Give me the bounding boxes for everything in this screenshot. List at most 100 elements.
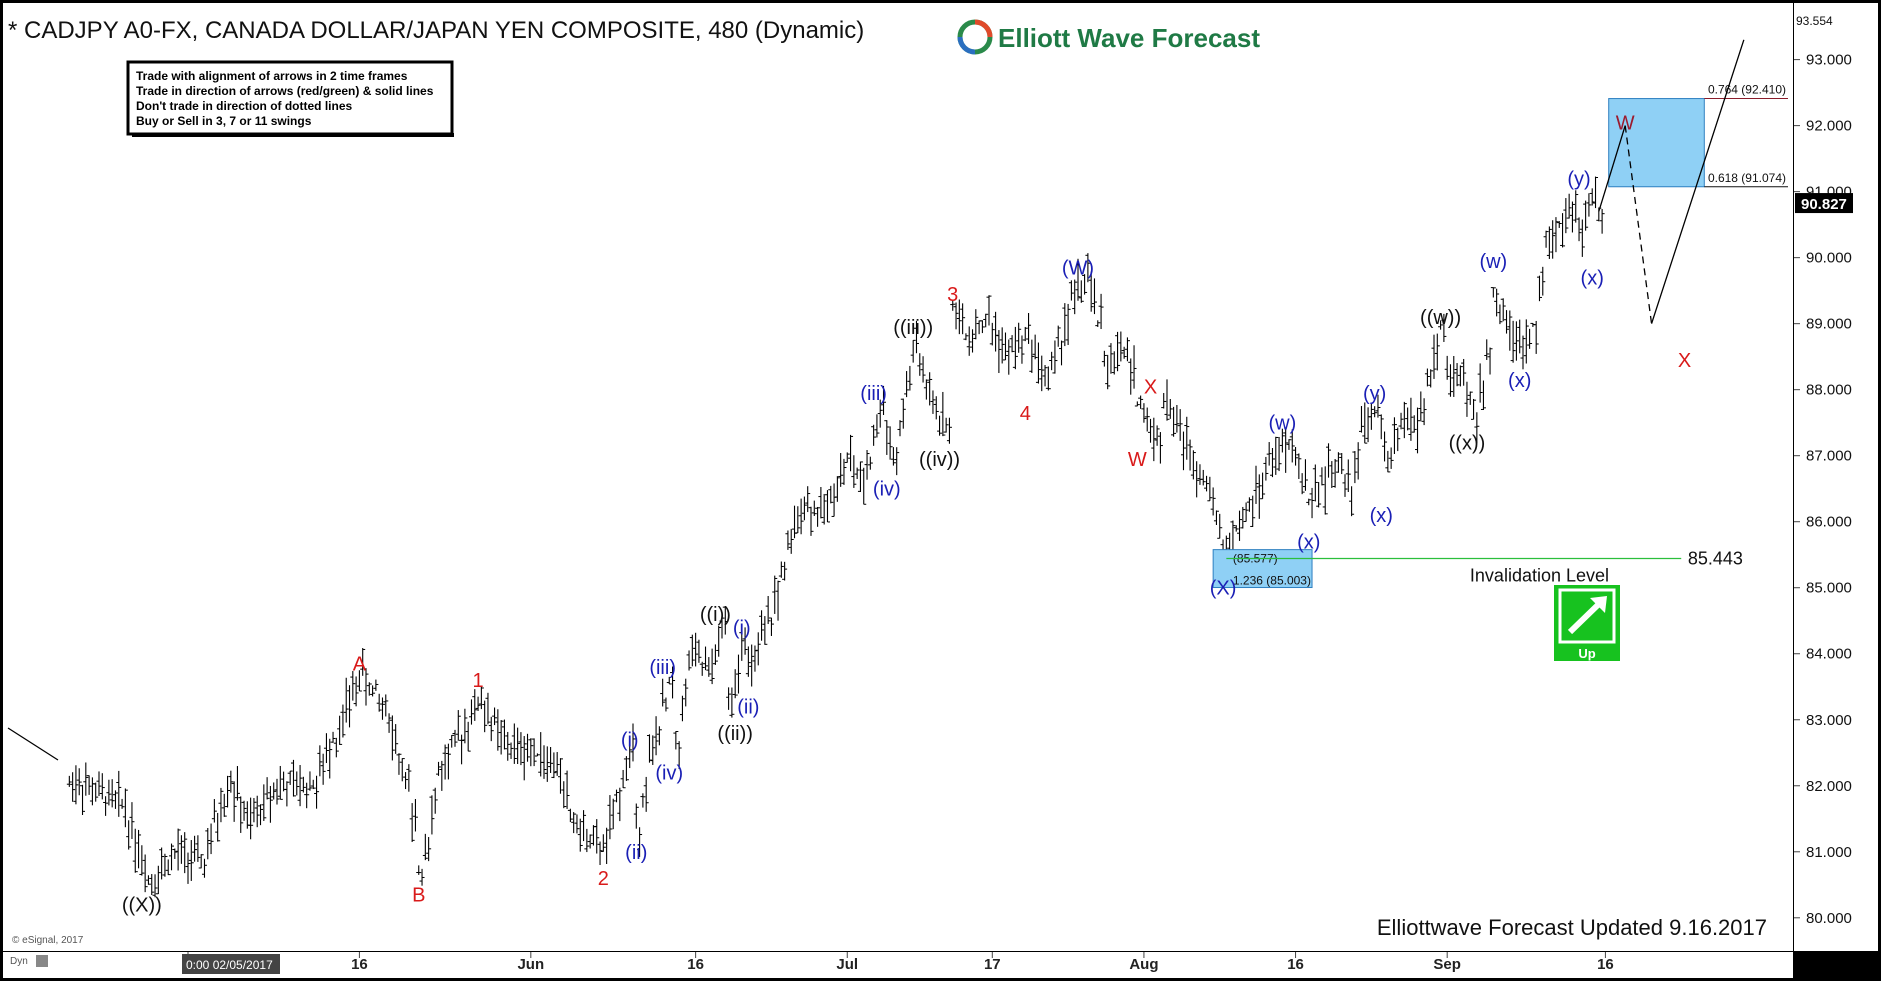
- x-tick-label: 16: [351, 956, 368, 973]
- x-tick-label: Jun: [517, 956, 544, 973]
- trend-badge-inner: [1558, 588, 1616, 644]
- wave-label: ((w)): [1420, 307, 1461, 329]
- up-trend-arrow: Up: [1554, 585, 1620, 661]
- last-price-label: 90.827: [1801, 196, 1847, 213]
- y-tick-label: 88.000: [1806, 382, 1852, 399]
- support-label-bottom: 1.236 (85.003): [1233, 574, 1311, 588]
- wave-label: ((ii)): [717, 723, 753, 745]
- logo-arc-red-icon: [974, 19, 993, 38]
- wave-label: ((iv)): [919, 449, 960, 471]
- wave-label: (ii): [625, 842, 647, 864]
- wave-label: 1: [473, 670, 484, 692]
- fib-label-0618: 0.618 (91.074): [1708, 171, 1786, 185]
- y-tick-label: 92.000: [1806, 118, 1852, 135]
- wave-label: ((X)): [122, 895, 162, 917]
- wave-label: ((i)): [700, 604, 731, 626]
- price-bars: [66, 176, 1605, 898]
- wave-label: ((iii)): [893, 317, 933, 339]
- fib-label-0764: 0.764 (92.410): [1708, 83, 1786, 97]
- y-tick-label: 80.000: [1806, 910, 1852, 927]
- projection-up: [1650, 39, 1745, 324]
- rules-box: Trade with alignment of arrows in 2 time…: [126, 60, 454, 137]
- rules-box-frame: [126, 60, 454, 136]
- wave-label: (iv): [655, 763, 683, 785]
- scroll-toggle-icon[interactable]: [36, 955, 48, 967]
- wave-label: B: [412, 885, 425, 907]
- projection-solid: [1598, 125, 1626, 212]
- y-tick-label: 90.000: [1806, 250, 1852, 267]
- wave-label: (y): [1567, 168, 1590, 190]
- wave-label: (iv): [873, 479, 901, 501]
- x-tick-label: Jul: [836, 956, 858, 973]
- updated-note: Elliottwave Forecast Updated 9.16.2017: [1377, 915, 1767, 940]
- target-zone: [1608, 98, 1705, 188]
- wave-label: (x): [1297, 532, 1320, 554]
- wave-label: (i): [621, 730, 639, 752]
- trend-label: Up: [1578, 646, 1595, 661]
- prior-trendline: [7, 727, 59, 761]
- brand-logo: Elliott Wave Forecast: [957, 19, 1260, 55]
- trend-badge: [1554, 585, 1620, 661]
- wave-labels: ((X))AB12(i)(ii)(iii)(iv)((i))(i)(ii)((i…: [122, 112, 1691, 916]
- rule-line: Buy or Sell in 3, 7 or 11 swings: [136, 114, 312, 128]
- logo-arc-blue-icon: [957, 36, 976, 55]
- x-tick-label: Aug: [1129, 956, 1158, 973]
- wave-label: X: [1144, 376, 1157, 398]
- arrow-head-icon: [1590, 596, 1607, 613]
- fib-zones: 0.764 (92.410)0.618 (91.074)(85.577)1.23…: [1212, 39, 1788, 589]
- rules-box-shadow: [132, 133, 454, 137]
- wave-label: (x): [1581, 267, 1604, 289]
- y-tick-label: 93.000: [1806, 52, 1852, 69]
- x-cursor-box: [182, 954, 280, 974]
- time-axis-panel: [3, 952, 1793, 978]
- projection-dashed: [1624, 125, 1653, 324]
- plot-area[interactable]: [3, 3, 1793, 951]
- wave-label: (iii): [860, 383, 887, 405]
- wave-label: (w): [1479, 251, 1507, 273]
- y-tick-label: 86.000: [1806, 514, 1852, 531]
- invalidation-value: 85.443: [1688, 548, 1743, 568]
- wave-label: (w): [1268, 413, 1296, 435]
- x-tick-label: 16: [1597, 956, 1614, 973]
- rule-line: Trade with alignment of arrows in 2 time…: [136, 69, 408, 83]
- x-cursor-label: 0:00 02/05/2017: [186, 958, 273, 972]
- wave-label: (ii): [737, 697, 759, 719]
- wave-label: 4: [1020, 403, 1031, 425]
- support-zone: [1212, 549, 1313, 589]
- wave-label: (iii): [649, 657, 676, 679]
- wave-label: 3: [947, 284, 958, 306]
- y-tick-label: 84.000: [1806, 646, 1852, 663]
- y-top-label: 93.554: [1796, 14, 1833, 28]
- wave-label: W: [1616, 112, 1635, 134]
- x-tick-label: 16: [687, 956, 704, 973]
- y-tick-label: 81.000: [1806, 844, 1852, 861]
- wave-label: (x): [1370, 505, 1393, 527]
- rule-line: Trade in direction of arrows (red/green)…: [136, 84, 434, 98]
- last-price-tag: [1795, 193, 1853, 214]
- y-tick-label: 87.000: [1806, 448, 1852, 465]
- wave-label: 2: [598, 868, 609, 890]
- wave-label: (x): [1508, 370, 1531, 392]
- wave-label: (i): [733, 617, 751, 639]
- y-tick-label: 89.000: [1806, 316, 1852, 333]
- chart-title: * CADJPY A0-FX, CANADA DOLLAR/JAPAN YEN …: [8, 17, 864, 44]
- wave-label: A: [353, 654, 367, 676]
- copyright-note: © eSignal, 2017: [12, 935, 84, 946]
- rule-line: Don't trade in direction of dotted lines: [136, 99, 353, 113]
- y-tick-label: 82.000: [1806, 778, 1852, 795]
- x-tick-label: Sep: [1433, 956, 1461, 973]
- x-tick-label: 17: [984, 956, 1001, 973]
- wave-label: (W): [1062, 258, 1094, 280]
- price-axis-panel: [1794, 3, 1878, 951]
- y-tick-label: 83.000: [1806, 712, 1852, 729]
- logo-text: Elliott Wave Forecast: [998, 23, 1260, 53]
- invalidation-label: Invalidation Level: [1470, 565, 1609, 585]
- wave-label: X: [1678, 350, 1691, 372]
- y-tick-label: 85.000: [1806, 580, 1852, 597]
- time-axis: 0:00 02/05/2017 16 Jun 16 Jul 17 Aug 16 Sep 16: [182, 952, 1614, 974]
- wave-label: (y): [1363, 383, 1386, 405]
- wave-label: (X): [1210, 578, 1237, 600]
- dynamic-tag: Dyn: [10, 956, 28, 967]
